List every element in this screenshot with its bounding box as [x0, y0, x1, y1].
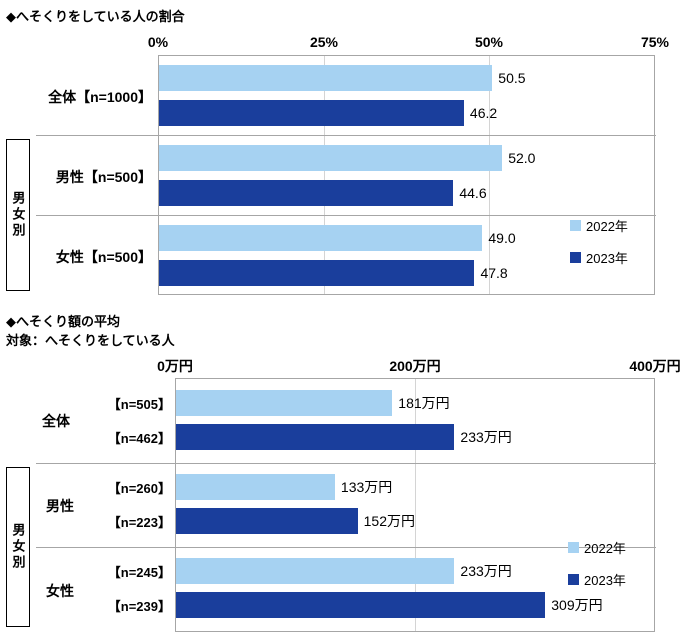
bar-row-overall-2022: 50.5 [159, 65, 654, 91]
value-label: 233万円 [460, 429, 512, 445]
bar-row-overall-2023: 46.2 [159, 100, 654, 126]
n-label-male-2022: 【n=260】 [107, 481, 171, 496]
divider [36, 547, 656, 548]
bar-row-male-2023: 152万円 [176, 508, 654, 534]
bar-2022-male [159, 145, 503, 171]
value-label: 233万円 [460, 563, 512, 579]
legend-swatch-2023 [568, 574, 579, 585]
bar-2022-female [159, 225, 483, 251]
value-label: 44.6 [459, 185, 487, 201]
chart1-plot-area: 50.5 46.2 52.0 44.6 49.0 47.8 [158, 55, 655, 295]
value-label: 47.8 [480, 265, 508, 281]
divider [36, 135, 656, 136]
category-label-overall: 全体 [42, 413, 70, 429]
n-label-female-2022: 【n=245】 [107, 565, 171, 580]
category-label-male: 男性【n=500】 [55, 169, 152, 185]
n-label-female-2023: 【n=239】 [107, 599, 171, 614]
bar-row-female-2022: 233万円 [176, 558, 654, 584]
legend-swatch-2023 [570, 252, 581, 263]
bar-row-male-2022: 133万円 [176, 474, 654, 500]
bar-2022-male [176, 474, 335, 500]
value-label: 46.2 [469, 105, 498, 121]
category-label-female: 女性【n=500】 [55, 249, 152, 265]
bar-2022-female [176, 558, 455, 584]
gridline [489, 56, 490, 294]
legend-item-2023: 2023年 [568, 570, 626, 589]
category-label-overall: 全体【n=1000】 [48, 89, 152, 105]
bar-2023-male [176, 508, 358, 534]
bar-row-overall-2022: 181万円 [176, 390, 654, 416]
legend-label-2023: 2023年 [586, 251, 628, 266]
legend-label-2023: 2023年 [584, 573, 626, 588]
chart2-xtick-400: 400万円 [629, 358, 681, 374]
bar-row-female-2023: 309万円 [176, 592, 654, 618]
bar-row-male-2023: 44.6 [159, 180, 654, 206]
value-label: 133万円 [340, 479, 393, 495]
chart2-subtitle: 対象：へそくりをしている人 [6, 333, 175, 348]
chart1-xtick-75: 75% [640, 34, 670, 50]
legend-swatch-2022 [568, 542, 579, 553]
value-label: 309万円 [551, 597, 603, 613]
bar-2023-female [176, 592, 546, 618]
chart2-title: ◆へそくり額の平均 [6, 314, 120, 329]
legend-item-2023: 2023年 [570, 248, 628, 267]
legend-label-2022: 2022年 [586, 219, 628, 234]
gender-group-label: 男女別 [10, 523, 26, 571]
legend-item-2022: 2022年 [568, 538, 626, 557]
legend-swatch-2022 [570, 220, 581, 231]
gender-group-box: 男女別 [6, 139, 30, 291]
bar-row-overall-2023: 233万円 [176, 424, 654, 450]
chart1-xtick-0: 0% [147, 34, 169, 50]
chart1-xtick-25: 25% [309, 34, 339, 50]
gridline [415, 379, 416, 631]
category-label-female: 女性 [46, 583, 74, 599]
value-label: 52.0 [508, 150, 536, 166]
category-label-male: 男性 [46, 498, 74, 514]
gridline [323, 56, 325, 294]
chart2-xtick-200: 200万円 [389, 358, 441, 374]
n-label-male-2023: 【n=223】 [107, 515, 171, 530]
chart1-title: ◆へそくりをしている人の割合 [6, 9, 185, 24]
bar-2023-overall [176, 424, 455, 450]
chart2-xtick-0: 0万円 [157, 358, 193, 374]
divider [36, 463, 656, 464]
bar-2022-overall [176, 390, 393, 416]
bar-row-female-2023: 47.8 [159, 260, 654, 286]
gender-group-box: 男女別 [6, 467, 30, 627]
bar-2023-female [159, 260, 475, 286]
chart1-xtick-50: 50% [474, 34, 504, 50]
bar-2023-overall [159, 100, 464, 126]
n-label-overall-2023: 【n=462】 [107, 431, 171, 446]
value-label: 152万円 [363, 513, 415, 529]
bar-row-male-2022: 52.0 [159, 145, 654, 171]
value-label: 49.0 [488, 230, 516, 246]
legend-label-2022: 2022年 [584, 541, 626, 556]
n-label-overall-2022: 【n=505】 [107, 397, 171, 412]
bar-2023-male [159, 180, 454, 206]
bar-row-female-2022: 49.0 [159, 225, 654, 251]
value-label: 50.5 [498, 70, 526, 86]
gender-group-label: 男女別 [10, 191, 26, 239]
divider [36, 215, 656, 216]
bar-2022-overall [159, 65, 493, 91]
chart2-plot-area: 181万円 233万円 133万円 152万円 233万円 309万円 [175, 378, 655, 632]
value-label: 181万円 [398, 395, 450, 411]
legend-item-2022: 2022年 [570, 216, 628, 235]
